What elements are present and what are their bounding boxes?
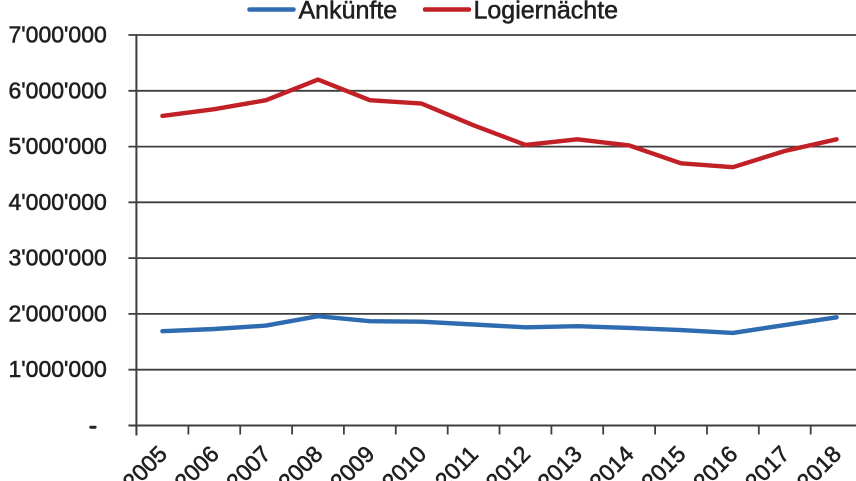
svg-text:2'000'000: 2'000'000 bbox=[8, 300, 106, 326]
svg-text:6'000'000: 6'000'000 bbox=[8, 77, 106, 103]
svg-text:4'000'000: 4'000'000 bbox=[8, 189, 106, 215]
svg-text:2015: 2015 bbox=[636, 441, 691, 481]
svg-text:2008: 2008 bbox=[273, 441, 328, 481]
svg-text:5'000'000: 5'000'000 bbox=[8, 133, 106, 159]
svg-text:2010: 2010 bbox=[377, 441, 432, 481]
svg-text:2017: 2017 bbox=[740, 441, 795, 481]
svg-text:Logiernächte: Logiernächte bbox=[474, 0, 619, 25]
svg-text:2018: 2018 bbox=[792, 441, 847, 481]
svg-text:Ankünfte: Ankünfte bbox=[299, 0, 398, 25]
svg-text:1'000'000: 1'000'000 bbox=[8, 356, 106, 382]
svg-text:3'000'000: 3'000'000 bbox=[8, 245, 106, 271]
svg-text:2013: 2013 bbox=[532, 441, 587, 481]
svg-text:2007: 2007 bbox=[221, 441, 276, 481]
svg-text:7'000'000: 7'000'000 bbox=[8, 22, 106, 48]
svg-text:2005: 2005 bbox=[117, 441, 172, 481]
svg-text:2014: 2014 bbox=[584, 441, 639, 481]
svg-text:2016: 2016 bbox=[688, 441, 743, 481]
svg-text:2006: 2006 bbox=[169, 441, 224, 481]
svg-text:2012: 2012 bbox=[480, 441, 535, 481]
svg-text:2011: 2011 bbox=[430, 441, 483, 481]
svg-text:2009: 2009 bbox=[325, 441, 380, 481]
